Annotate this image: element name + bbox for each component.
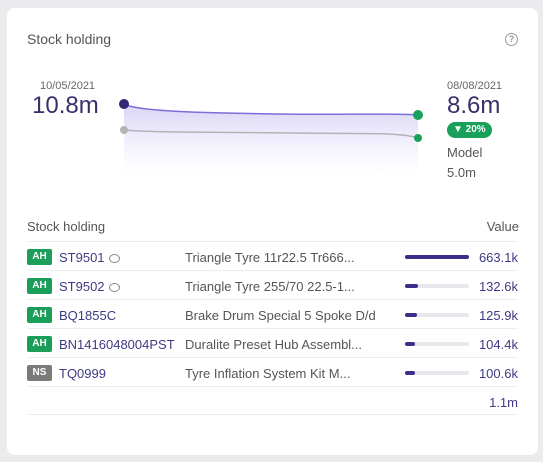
item-code-link[interactable]: BN1416048004PST: [59, 337, 175, 352]
item-code-link[interactable]: ST9501: [59, 250, 120, 265]
total-row: 1.1m: [27, 386, 518, 415]
total-value: 1.1m: [489, 395, 518, 410]
table-row[interactable]: AH ST9501 Triangle Tyre 11r22.5 Tr666...…: [27, 241, 518, 270]
item-value: 663.1k: [478, 250, 518, 265]
item-value: 132.6k: [478, 279, 518, 294]
trend-sparkline: [119, 99, 423, 174]
trend-start-point: [119, 99, 129, 109]
column-header-value: Value: [486, 219, 519, 234]
comment-icon[interactable]: [108, 283, 120, 292]
trend-end-point: [413, 110, 423, 120]
card-title: Stock holding: [27, 31, 112, 47]
value-bar-fill: [405, 371, 415, 375]
value-bar: [405, 342, 469, 346]
item-code-link[interactable]: ST9502: [59, 279, 120, 294]
start-value: 10.8m: [32, 92, 99, 119]
status-badge: AH: [27, 249, 52, 265]
change-badge: ▼ 20%: [447, 122, 492, 138]
item-value: 125.9k: [478, 308, 518, 323]
status-badge: AH: [27, 307, 52, 323]
table-row[interactable]: NS TQ0999 Tyre Inflation System Kit M...…: [27, 357, 518, 386]
item-value: 100.6k: [478, 366, 518, 381]
end-date: 08/08/2021: [447, 80, 503, 92]
model-label: Model: [447, 145, 483, 160]
trend-line: [123, 103, 419, 116]
item-description: Triangle Tyre 11r22.5 Tr666...: [185, 250, 355, 265]
model-start-point: [120, 126, 128, 134]
status-badge: NS: [27, 365, 52, 381]
start-date: 10/05/2021: [40, 80, 96, 92]
table-row[interactable]: AH BN1416048004PST Duralite Preset Hub A…: [27, 328, 518, 357]
value-bar: [405, 371, 469, 375]
trend-area: [124, 104, 418, 174]
value-bar: [405, 313, 469, 317]
model-end-point: [414, 134, 422, 142]
item-description: Brake Drum Special 5 Spoke D/d: [185, 308, 376, 323]
comment-icon[interactable]: [108, 254, 120, 263]
status-badge: AH: [27, 278, 52, 294]
value-bar-fill: [405, 284, 418, 288]
item-code-link[interactable]: BQ1855C: [59, 308, 117, 323]
value-bar: [405, 284, 469, 288]
item-description: Duralite Preset Hub Assembl...: [185, 337, 363, 352]
status-badge: AH: [27, 336, 52, 352]
value-bar-fill: [405, 255, 469, 259]
value-bar-fill: [405, 313, 418, 317]
stock-holding-card: Stock holding ? 10/05/2021 10.8m 08/08/2…: [7, 8, 538, 455]
table-row[interactable]: AH ST9502 Triangle Tyre 255/70 22.5-1...…: [27, 270, 518, 299]
value-bar: [405, 255, 469, 259]
model-value: 5.0m: [447, 165, 476, 180]
item-code-link[interactable]: TQ0999: [59, 366, 106, 381]
table-row[interactable]: AH BQ1855C Brake Drum Special 5 Spoke D/…: [27, 299, 518, 328]
stock-table: AH ST9501 Triangle Tyre 11r22.5 Tr666...…: [27, 241, 518, 415]
item-value: 104.4k: [478, 337, 518, 352]
value-bar-fill: [405, 342, 416, 346]
end-value: 8.6m: [447, 92, 501, 119]
model-line: [123, 129, 419, 139]
column-header-stock: Stock holding: [27, 219, 106, 234]
item-description: Triangle Tyre 255/70 22.5-1...: [185, 279, 355, 294]
item-description: Tyre Inflation System Kit M...: [185, 366, 351, 381]
help-icon[interactable]: ?: [505, 33, 518, 46]
